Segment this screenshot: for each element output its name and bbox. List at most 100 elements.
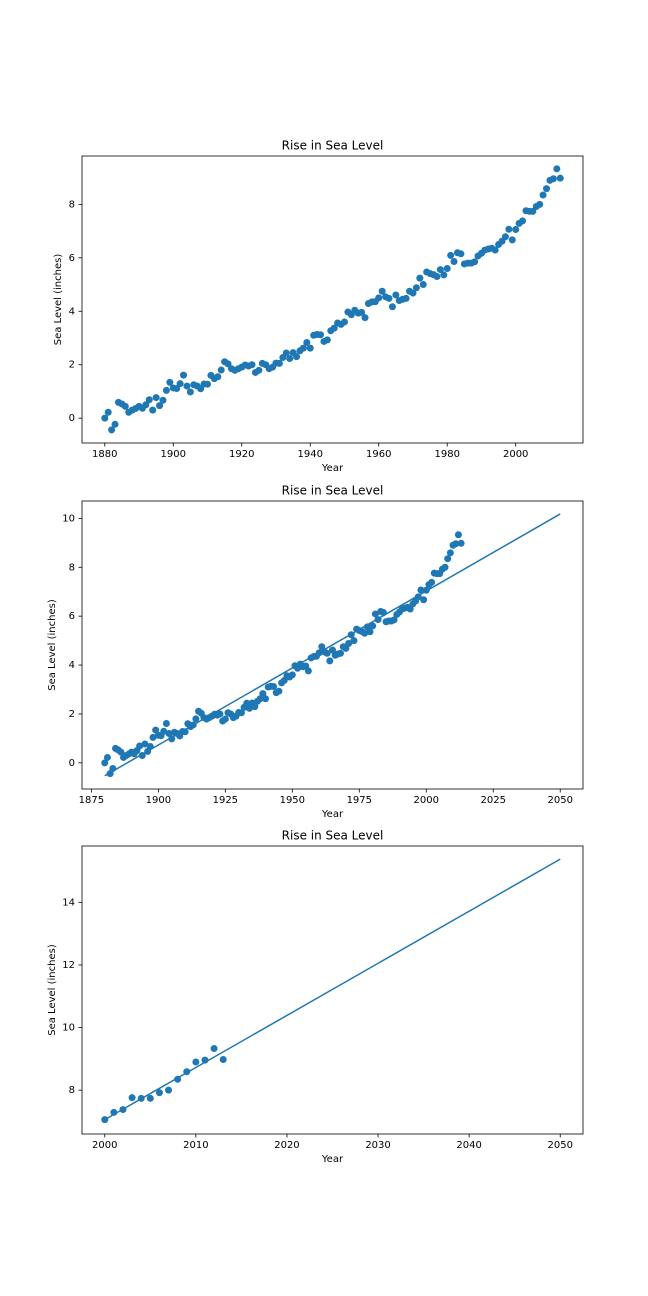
point <box>402 294 410 302</box>
point <box>149 733 157 741</box>
point <box>304 667 312 675</box>
point <box>288 671 296 679</box>
point <box>447 251 455 259</box>
point <box>457 539 465 547</box>
chart-title: Rise in Sea Level <box>282 484 384 498</box>
point <box>160 727 168 735</box>
x-tick-label: 2000 <box>503 449 528 460</box>
x-tick-label: 1875 <box>79 795 104 806</box>
point <box>317 331 325 339</box>
point <box>375 294 383 302</box>
point <box>128 1094 136 1102</box>
y-tick-label: 0 <box>69 758 75 769</box>
point <box>366 628 374 636</box>
point <box>340 318 348 326</box>
point <box>361 314 369 322</box>
point <box>508 236 516 244</box>
point <box>416 274 424 282</box>
y-tick-label: 14 <box>62 897 75 908</box>
point <box>369 622 377 630</box>
point <box>237 709 245 717</box>
subplot: Rise in Sea Level Year Sea Level (inches) 2… <box>47 829 584 1165</box>
x-tick-label: 2025 <box>481 795 506 806</box>
point <box>428 578 436 586</box>
point <box>337 649 345 657</box>
point <box>204 380 212 388</box>
fit-line <box>104 513 561 777</box>
y-tick-label: 10 <box>62 1023 75 1034</box>
point <box>251 703 259 711</box>
point <box>108 426 116 434</box>
x-tick-label: 1950 <box>280 795 305 806</box>
y-tick-label: 6 <box>69 253 75 264</box>
point <box>443 265 451 273</box>
point <box>450 258 458 266</box>
x-tick-label: 2030 <box>365 1140 390 1151</box>
point <box>388 303 396 311</box>
y-axis-label: Sea Level (inches) <box>53 254 64 346</box>
x-tick-label: 2040 <box>456 1140 481 1151</box>
point <box>165 730 173 738</box>
point <box>505 225 513 233</box>
y-tick-label: 8 <box>69 562 75 573</box>
point <box>512 225 520 233</box>
point <box>111 420 119 428</box>
y-axis-label: Sea Level (inches) <box>47 599 58 691</box>
point <box>165 1086 173 1094</box>
point <box>221 715 229 723</box>
x-tick-label: 2050 <box>548 1140 573 1151</box>
point <box>192 1058 200 1066</box>
point <box>259 690 267 698</box>
point <box>471 258 479 266</box>
point <box>385 294 393 302</box>
point <box>556 174 564 182</box>
point <box>101 414 109 422</box>
point <box>452 540 460 548</box>
point <box>142 401 150 409</box>
point <box>390 616 398 624</box>
point <box>166 378 174 386</box>
point <box>409 289 417 297</box>
x-tick-label: 2010 <box>183 1140 208 1151</box>
y-tick-label: 2 <box>69 709 75 720</box>
x-tick-label: 1960 <box>366 449 391 460</box>
point <box>553 165 561 173</box>
point <box>444 555 452 563</box>
point <box>103 753 111 761</box>
x-tick-label: 2020 <box>274 1140 299 1151</box>
y-tick-label: 2 <box>69 360 75 371</box>
point <box>219 1055 227 1063</box>
fit-line <box>104 858 561 1121</box>
point <box>306 344 314 352</box>
axes-frame <box>81 155 584 444</box>
point <box>243 699 251 707</box>
point <box>255 366 263 374</box>
point <box>392 291 400 299</box>
point <box>152 394 160 402</box>
point <box>121 402 129 410</box>
point <box>299 344 307 352</box>
x-tick-label: 1920 <box>229 449 254 460</box>
point <box>326 657 334 665</box>
point <box>192 715 200 723</box>
point <box>303 339 311 347</box>
point <box>549 175 557 183</box>
axes-frame <box>81 845 584 1135</box>
point <box>318 643 326 651</box>
point <box>146 1094 154 1102</box>
point <box>180 371 188 379</box>
x-tick-label: 1980 <box>434 449 459 460</box>
x-tick-label: 1925 <box>213 795 238 806</box>
x-tick-label: 2050 <box>548 795 573 806</box>
point <box>214 373 222 381</box>
point <box>162 386 170 394</box>
x-tick-label: 2000 <box>92 1140 117 1151</box>
subplot: Rise in Sea Level Year Sea Level (inches) 1… <box>53 139 584 474</box>
x-tick-label: 1900 <box>146 795 171 806</box>
y-tick-label: 4 <box>69 306 75 317</box>
point <box>539 191 547 199</box>
point <box>323 336 331 344</box>
y-tick-label: 8 <box>69 1085 75 1096</box>
point <box>282 349 290 357</box>
point <box>183 382 191 390</box>
